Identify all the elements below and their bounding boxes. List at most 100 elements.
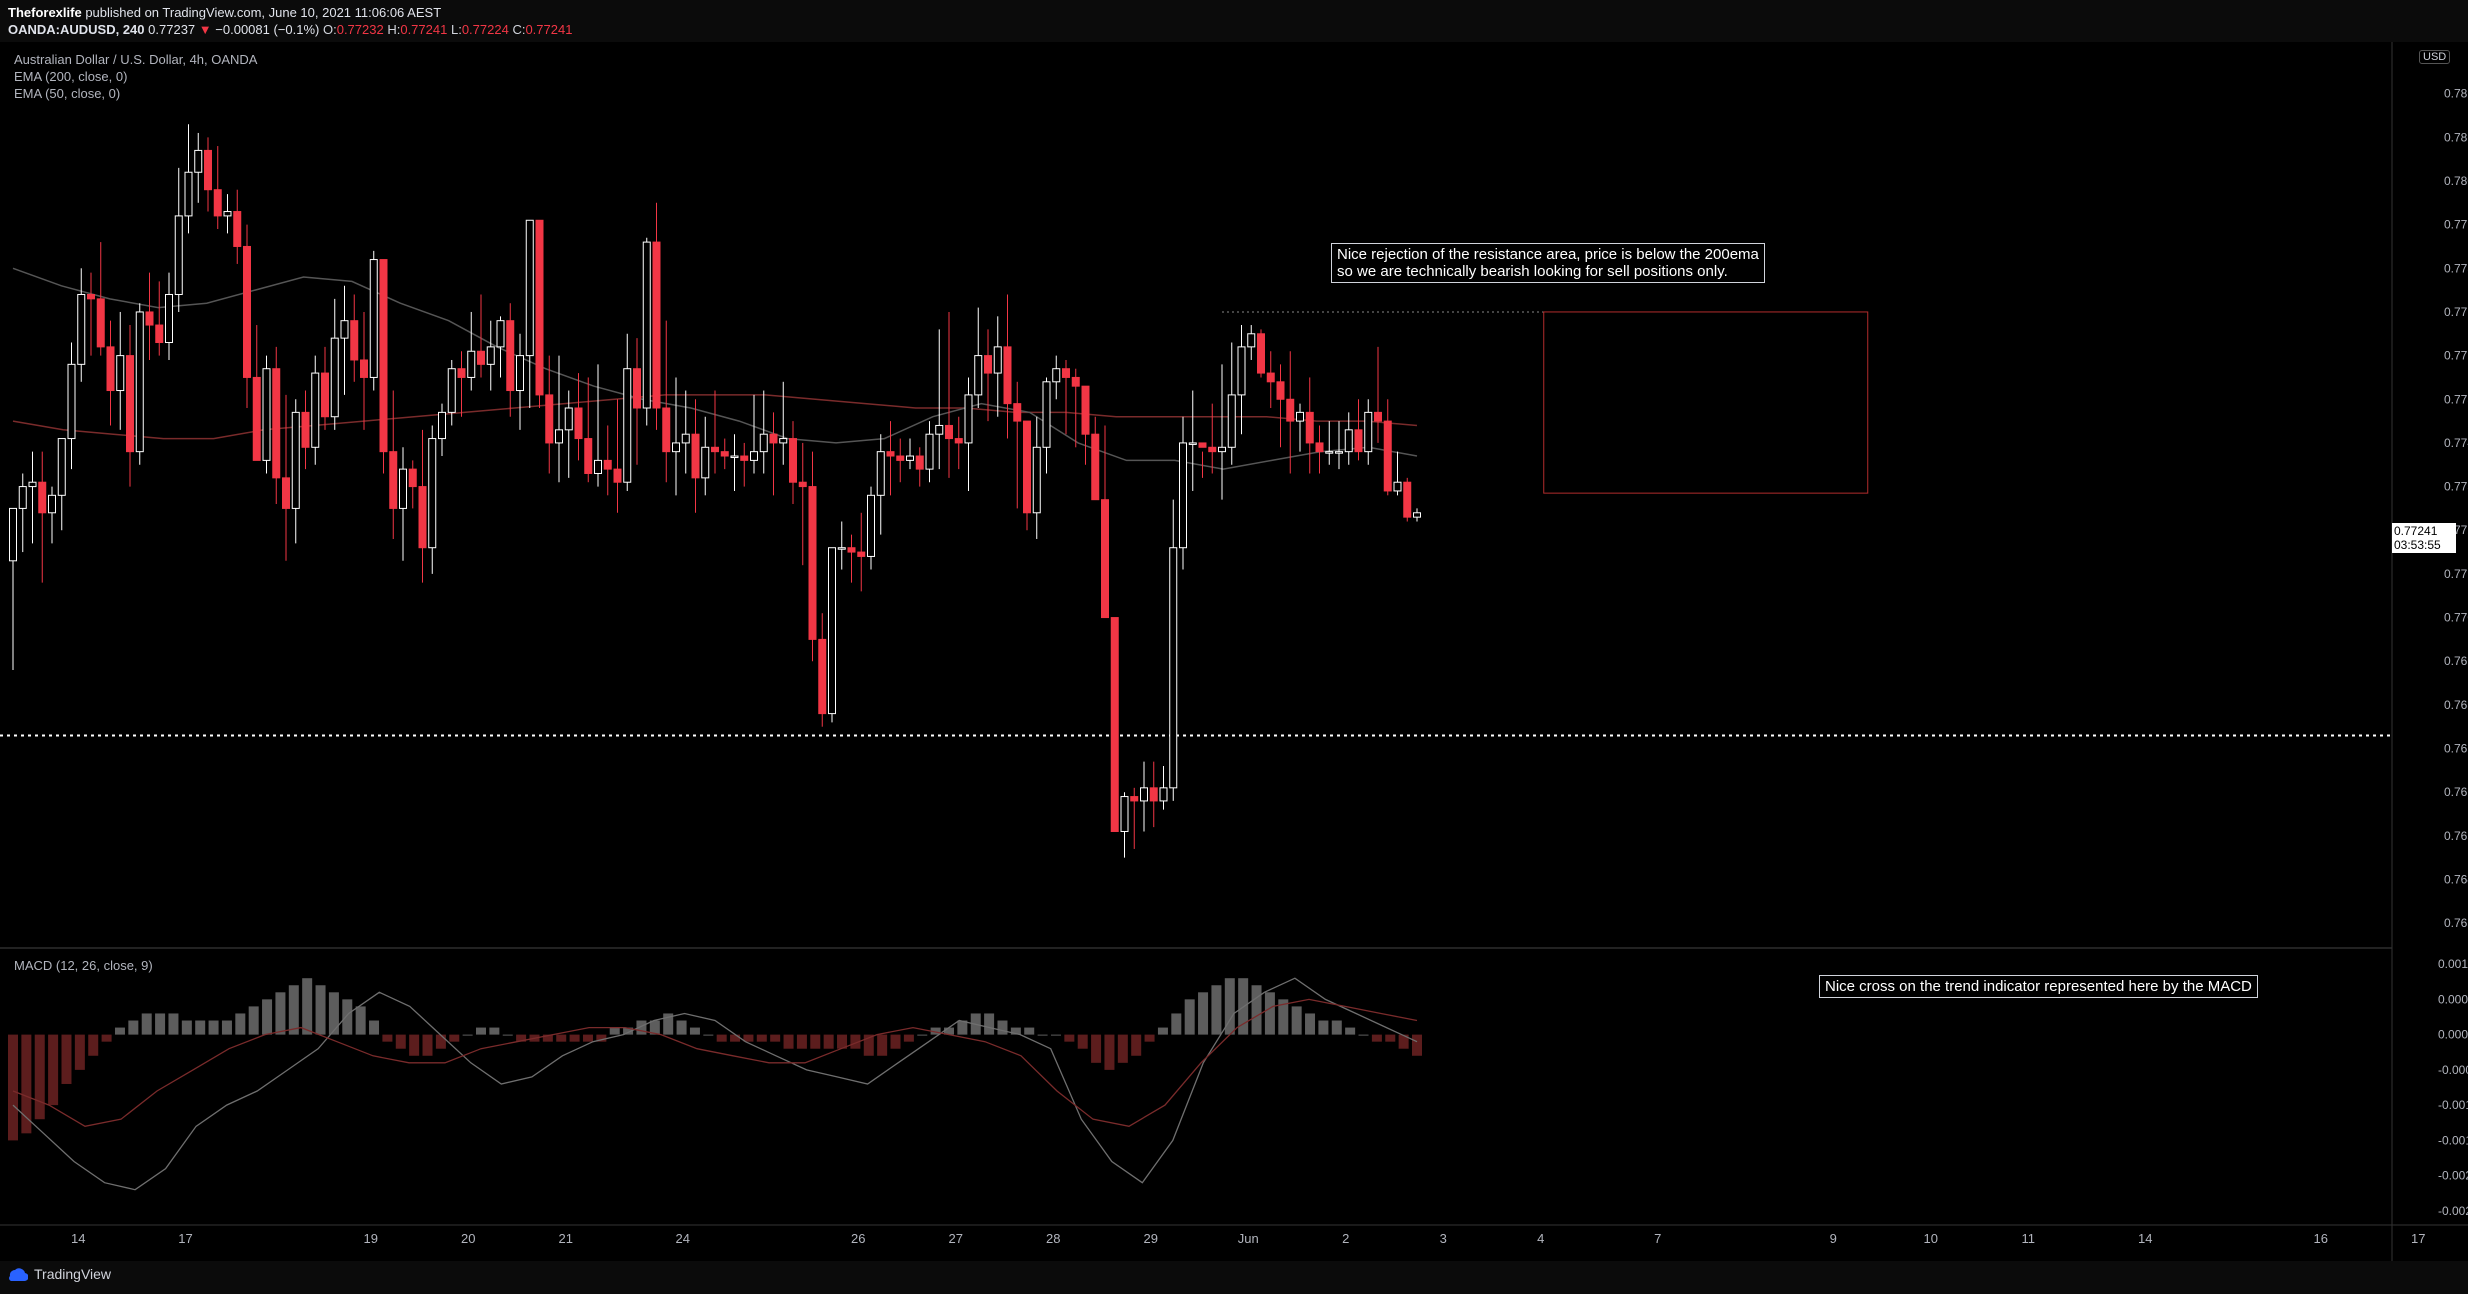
candle-body	[174, 215, 183, 295]
candle-body	[1042, 381, 1051, 448]
candle-body	[1179, 442, 1187, 549]
close-value: 0.77241	[525, 22, 573, 37]
candle-body	[389, 451, 398, 509]
macd-histogram-bar	[930, 1027, 941, 1035]
macd-histogram-bar	[1224, 978, 1235, 1035]
candle-body	[1276, 381, 1285, 400]
candle-body	[1344, 429, 1353, 453]
candle-body	[1130, 796, 1139, 802]
change-value: −0.00081 (−0.1%)	[215, 22, 320, 37]
candle-body	[87, 293, 95, 300]
price-tick-label: 0.77400	[2444, 436, 2468, 450]
candle-body	[555, 429, 563, 444]
macd-histogram-bar	[582, 1034, 593, 1042]
candle-body	[828, 547, 836, 715]
candle-body	[252, 376, 261, 461]
candle-body	[837, 547, 846, 550]
high-value: 0.77241	[400, 22, 448, 37]
annotation-line-2: so we are technically bearish looking fo…	[1337, 263, 1728, 280]
ema200-legend[interactable]: EMA (200, close, 0)	[14, 69, 128, 84]
macd-histogram-bar	[221, 1020, 232, 1035]
macd-histogram-bar	[1104, 1034, 1115, 1070]
candle-body	[935, 424, 944, 435]
candle-body	[1062, 368, 1070, 378]
macd-legend[interactable]: MACD (12, 26, close, 9)	[14, 958, 153, 973]
macd-histogram-bar	[596, 1034, 607, 1042]
candle-body	[818, 638, 827, 715]
macd-histogram-bar	[1198, 992, 1209, 1035]
candle-body	[145, 311, 154, 326]
ema50-legend[interactable]: EMA (50, close, 0)	[14, 86, 121, 101]
macd-histogram-bar	[435, 1034, 446, 1049]
candle-body	[340, 320, 349, 339]
resistance-zone-box	[1543, 311, 1869, 494]
candle-body	[516, 355, 524, 392]
symbol-ohlc-line: OANDA:AUDUSD, 240 0.77237 ▼ −0.00081 (−0…	[8, 22, 572, 37]
macd-histogram-bar	[1278, 999, 1289, 1035]
candle-body	[447, 368, 456, 413]
down-arrow-icon: ▼	[198, 22, 212, 37]
chart-canvas[interactable]: 0.78200 0.78100 0.78000 0.77900 0.77800 0.777…	[0, 42, 2468, 1261]
currency-button[interactable]: USD	[2419, 50, 2451, 64]
macd-histogram-bar	[1358, 1034, 1369, 1036]
close-label: C:	[512, 22, 526, 37]
tradingview-logo[interactable]: TradingView	[6, 1266, 111, 1282]
macd-histogram-bar	[1131, 1034, 1142, 1056]
candle-body	[662, 407, 671, 453]
price-tick-label: 0.77800	[2444, 261, 2468, 275]
candle-body	[1354, 429, 1363, 453]
candle-body	[457, 368, 466, 378]
candle-body	[399, 468, 407, 509]
candle-body	[477, 350, 485, 365]
macd-histogram-bar	[275, 992, 286, 1035]
time-tick-label: 21	[559, 1231, 573, 1246]
symbol-label[interactable]: OANDA:AUDUSD, 240	[8, 22, 145, 37]
time-tick-label: 10	[1924, 1231, 1938, 1246]
candle-body	[18, 486, 27, 509]
price-tick-label: 0.77100	[2444, 567, 2468, 581]
candle-body	[1335, 451, 1343, 454]
macd-histogram-bar	[877, 1034, 888, 1056]
candle-body	[672, 442, 680, 453]
candle-body	[857, 551, 866, 557]
macd-histogram-bar	[636, 1020, 647, 1035]
macd-tick-label: -0.00250	[2438, 1204, 2468, 1218]
macd-histogram-bar	[61, 1034, 72, 1084]
macd-histogram-bar	[1024, 1027, 1035, 1035]
macd-histogram-bar	[676, 1020, 687, 1035]
macd-histogram-bar	[743, 1034, 754, 1042]
macd-histogram-bar	[984, 1013, 995, 1035]
candle-body	[652, 241, 661, 409]
macd-histogram-bar	[369, 1020, 380, 1035]
macd-histogram-bar	[342, 999, 353, 1035]
published-text: published on TradingView.com, June 10, 2…	[85, 5, 442, 20]
candle-body	[798, 481, 807, 488]
publisher-name[interactable]: Theforexlife	[8, 5, 82, 20]
macd-histogram-bar	[195, 1020, 206, 1035]
macd-histogram-bar	[997, 1020, 1008, 1035]
candle-body	[116, 355, 125, 392]
macd-histogram-bar	[302, 978, 313, 1035]
candle-body	[311, 372, 320, 448]
macd-histogram-bar	[609, 1027, 620, 1035]
macd-histogram-bar	[1345, 1027, 1356, 1035]
resistance-annotation[interactable]: Nice rejection of the resistance area, p…	[1331, 243, 1765, 283]
candle-body	[1218, 446, 1226, 453]
macd-histogram-bar	[1331, 1020, 1342, 1035]
candle-body	[233, 211, 242, 247]
candle-body	[867, 494, 875, 557]
candle-body	[1325, 451, 1334, 454]
candle-body	[1374, 411, 1382, 422]
macd-annotation[interactable]: Nice cross on the trend indicator repres…	[1819, 975, 2258, 998]
candle-body	[9, 507, 17, 562]
macd-histogram-bar	[1037, 1034, 1048, 1036]
candle-body	[1257, 333, 1265, 374]
candle-body	[701, 446, 710, 479]
time-tick-label: 11	[2022, 1231, 2036, 1246]
macd-histogram-bar	[1318, 1020, 1329, 1035]
macd-histogram-bar	[1251, 985, 1262, 1035]
macd-line	[12, 977, 1418, 1191]
candle-body	[1393, 481, 1402, 492]
candle-body	[1110, 617, 1119, 832]
time-tick-label: Jun	[1238, 1231, 1259, 1246]
